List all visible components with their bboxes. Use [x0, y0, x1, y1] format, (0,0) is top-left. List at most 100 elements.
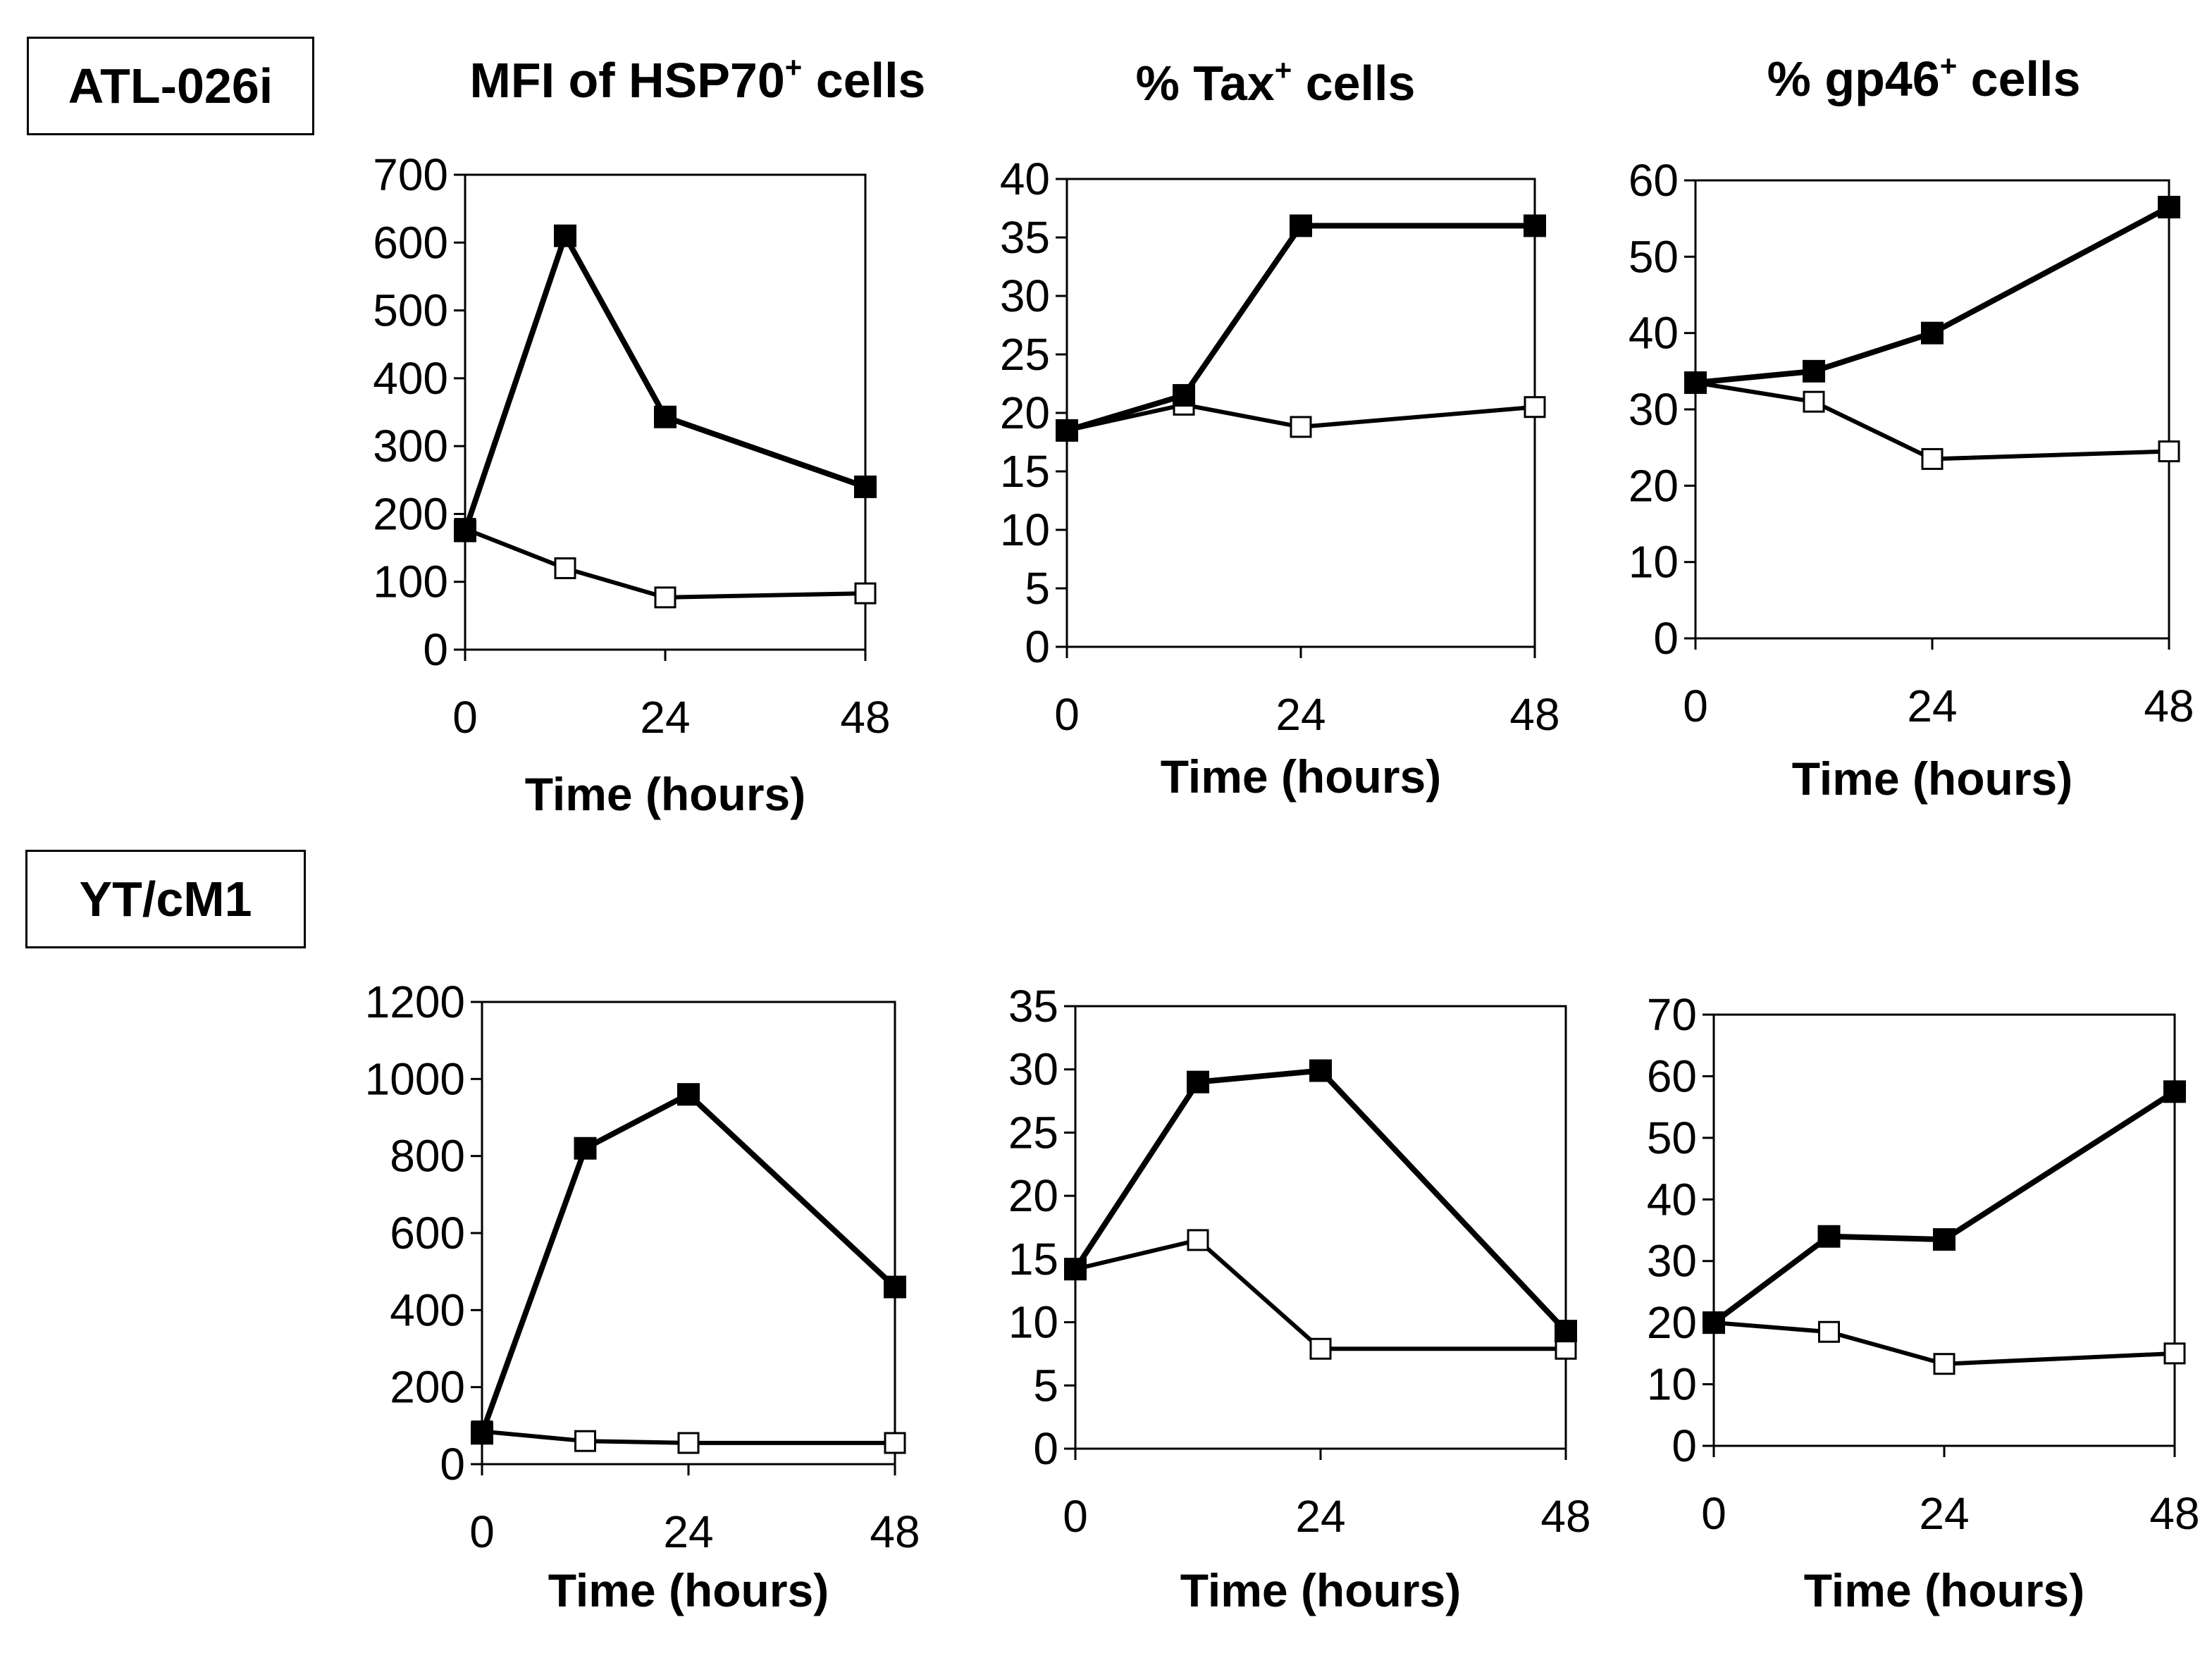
- column-title-hsp70-suffix: cells: [802, 53, 926, 108]
- atl-tax-point-filled-3: [1524, 214, 1546, 237]
- atl-gp46-point-filled-0: [1684, 371, 1707, 395]
- yt-gp46-xtick-label: 48: [2149, 1488, 2199, 1539]
- atl-hsp70-ytick-label: 0: [423, 624, 448, 675]
- yt-tax-point-filled-1: [1187, 1070, 1209, 1094]
- yt-gp46-xlabel: Time (hours): [1804, 1564, 2084, 1616]
- yt-tax-ytick-label: 30: [1008, 1044, 1058, 1095]
- atl-tax-point-filled-1: [1173, 384, 1195, 407]
- atl-tax-point-open-2: [1290, 416, 1312, 438]
- row-label-atl-026i: ATL-026i: [27, 37, 314, 135]
- column-title-hsp70: MFI of HSP70+ cells: [430, 51, 965, 109]
- yt-gp46-point-open-2: [1933, 1353, 1955, 1375]
- atl-tax-ytick-label: 10: [1000, 504, 1050, 555]
- atl-tax-ytick-label: 25: [1000, 329, 1050, 380]
- yt-gp46-ytick-label: 70: [1647, 989, 1697, 1040]
- column-title-tax-suffix: cells: [1292, 56, 1416, 111]
- yt-tax-point-filled-3: [1555, 1320, 1577, 1343]
- yt-hsp70-xtick-label: 48: [870, 1506, 920, 1557]
- atl-hsp70-point-open-1: [554, 557, 576, 579]
- yt-gp46-point-filled-2: [1933, 1228, 1955, 1251]
- atl-gp46-ytick-label: 0: [1653, 613, 1679, 664]
- yt-gp46-ytick-label: 50: [1647, 1113, 1697, 1163]
- atl-tax-series-open-line: [1066, 402, 1536, 433]
- column-title-hsp70-prefix: MFI of HSP70: [469, 53, 785, 108]
- atl-gp46-point-filled-1: [1803, 359, 1825, 383]
- yt-gp46-series-filled-line: [1712, 1089, 2177, 1325]
- yt-gp46-point-open-3: [2163, 1342, 2186, 1365]
- atl-hsp70-point-open-2: [654, 586, 676, 609]
- atl-hsp70-ytick-label: 100: [373, 557, 448, 607]
- atl-tax-ytick-label: 15: [1000, 446, 1050, 497]
- yt-hsp70-ytick-label: 0: [440, 1439, 465, 1490]
- yt-gp46-ytick-label: 60: [1647, 1051, 1697, 1101]
- yt-tax-point-open-2: [1309, 1337, 1332, 1360]
- atl-hsp70-point-open-3: [854, 582, 877, 605]
- column-title-gp46-suffix: cells: [1957, 51, 2081, 106]
- atl-tax-ytick-label: 20: [1000, 388, 1050, 438]
- atl-hsp70-xtick-label: 0: [452, 692, 478, 743]
- yt-hsp70-xtick-label: 24: [663, 1506, 713, 1557]
- atl-hsp70-ytick-label: 300: [373, 421, 448, 471]
- column-title-tax: % Tax+ cells: [1043, 54, 1508, 111]
- atl-gp46-xtick-label: 0: [1683, 681, 1708, 731]
- yt-tax-xtick-label: 24: [1295, 1491, 1345, 1542]
- atl-hsp70-ytick-label: 200: [373, 488, 448, 539]
- atl-gp46-point-open-1: [1803, 390, 1825, 413]
- yt-hsp70-point-filled-0: [471, 1422, 493, 1445]
- yt-hsp70-point-filled-1: [574, 1137, 597, 1160]
- atl-tax-xtick-label: 0: [1054, 689, 1080, 740]
- yt-gp46-ytick-label: 40: [1647, 1174, 1697, 1225]
- yt-hsp70-xlabel: Time (hours): [548, 1564, 829, 1616]
- atl-tax-xtick-label: 48: [1509, 689, 1559, 740]
- column-title-gp46-prefix: % gp46: [1767, 51, 1940, 106]
- yt-gp46-series-open-line: [1713, 1320, 2175, 1366]
- atl-gp46-xtick-label: 48: [2144, 681, 2194, 731]
- atl-hsp70-series-filled-line: [462, 233, 867, 532]
- yt-hsp70-point-filled-3: [884, 1275, 906, 1299]
- atl-tax-ytick-label: 30: [1000, 271, 1050, 321]
- column-title-gp46: % gp46+ cells: [1684, 49, 2163, 107]
- atl-tax-xlabel: Time (hours): [1161, 750, 1441, 803]
- yt-tax-series-filled-line: [1073, 1067, 1568, 1333]
- atl-gp46-plot-frame: [1694, 179, 2170, 640]
- atl-tax-point-open-3: [1524, 396, 1546, 419]
- atl-gp46-ytick-label: 30: [1629, 384, 1679, 435]
- atl-hsp70-xtick-label: 48: [840, 692, 890, 743]
- atl-tax-ytick-label: 5: [1025, 563, 1050, 614]
- atl-gp46-ytick-label: 50: [1629, 231, 1679, 282]
- yt-hsp70-point-open-1: [574, 1430, 596, 1452]
- yt-hsp70-series-open-line: [481, 1429, 895, 1445]
- yt-hsp70-point-open-2: [677, 1432, 700, 1454]
- yt-tax-ytick-label: 10: [1008, 1297, 1058, 1348]
- atl-hsp70-point-filled-1: [554, 224, 576, 247]
- yt-tax-ytick-label: 15: [1008, 1234, 1058, 1284]
- atl-hsp70-point-filled-0: [454, 519, 476, 543]
- atl-hsp70-series-open-line: [464, 526, 866, 600]
- yt-gp46-point-open-1: [1818, 1320, 1840, 1343]
- atl-hsp70-point-filled-3: [854, 475, 877, 498]
- atl-gp46-ytick-label: 20: [1629, 460, 1679, 511]
- yt-hsp70-xtick-label: 0: [469, 1506, 495, 1557]
- yt-gp46-ytick-label: 0: [1672, 1420, 1697, 1471]
- atl-tax-xtick-label: 24: [1275, 689, 1326, 740]
- yt-tax-xtick-label: 48: [1540, 1491, 1590, 1542]
- atl-gp46-series-open-line: [1695, 380, 2170, 462]
- yt-tax-xlabel: Time (hours): [1180, 1564, 1461, 1616]
- yt-tax-ytick-label: 35: [1008, 981, 1058, 1032]
- yt-hsp70-ytick-label: 400: [390, 1284, 465, 1335]
- yt-gp46-point-filled-1: [1817, 1225, 1841, 1248]
- atl-gp46-ytick-label: 40: [1629, 308, 1679, 359]
- yt-gp46-ytick-label: 20: [1647, 1297, 1697, 1348]
- atl-gp46-xlabel: Time (hours): [1792, 753, 2072, 805]
- atl-tax-point-filled-2: [1290, 214, 1312, 237]
- yt-gp46-point-filled-0: [1703, 1311, 1725, 1335]
- yt-tax-series-open-line: [1075, 1237, 1566, 1351]
- atl-hsp70-ytick-label: 600: [373, 217, 448, 268]
- atl-tax-ytick-label: 40: [1000, 154, 1050, 204]
- yt-gp46-xtick-label: 0: [1701, 1488, 1726, 1539]
- yt-tax-ytick-label: 20: [1008, 1170, 1058, 1221]
- atl-hsp70-point-filled-2: [654, 405, 676, 428]
- atl-tax-ytick-label: 0: [1025, 621, 1050, 672]
- yt-hsp70-ytick-label: 1200: [365, 977, 465, 1027]
